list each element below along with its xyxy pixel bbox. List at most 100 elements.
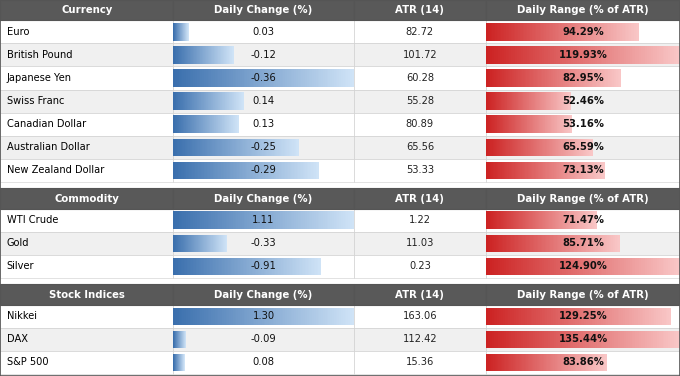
Bar <box>210 92 211 110</box>
Bar <box>581 308 583 325</box>
Bar <box>545 138 547 156</box>
Bar <box>564 308 566 325</box>
Bar <box>600 331 603 348</box>
Bar <box>525 308 527 325</box>
Bar <box>258 211 260 229</box>
Bar <box>243 138 245 156</box>
Bar <box>316 211 318 229</box>
Bar <box>297 138 299 156</box>
Bar <box>215 308 217 325</box>
Bar <box>231 46 232 64</box>
Bar <box>198 92 199 110</box>
Bar <box>563 162 564 179</box>
Bar <box>299 162 300 179</box>
Bar <box>225 46 226 64</box>
Bar <box>543 115 544 133</box>
Bar <box>499 308 501 325</box>
Bar <box>488 258 490 275</box>
Bar <box>295 162 297 179</box>
Bar <box>209 115 210 133</box>
Bar <box>507 138 508 156</box>
Bar <box>541 92 542 110</box>
Bar <box>490 138 491 156</box>
Bar <box>526 138 528 156</box>
Bar <box>281 138 283 156</box>
Bar <box>294 69 296 87</box>
Bar <box>521 92 522 110</box>
Bar <box>325 69 327 87</box>
Bar <box>203 115 204 133</box>
Bar <box>529 258 531 275</box>
Bar <box>531 331 533 348</box>
Bar <box>265 162 267 179</box>
Bar <box>207 162 209 179</box>
Bar <box>558 115 559 133</box>
Bar <box>549 92 551 110</box>
Bar <box>206 46 207 64</box>
Bar <box>647 308 649 325</box>
Bar <box>248 162 250 179</box>
Bar <box>530 235 532 252</box>
Bar <box>544 211 545 229</box>
Bar <box>217 115 218 133</box>
Bar <box>207 115 208 133</box>
Bar <box>569 308 572 325</box>
Bar <box>581 235 582 252</box>
Bar <box>534 354 536 371</box>
Bar <box>500 331 502 348</box>
Bar <box>538 235 540 252</box>
Bar <box>517 92 518 110</box>
Text: 53.16%: 53.16% <box>562 119 604 129</box>
Bar <box>204 211 206 229</box>
Bar <box>512 23 514 41</box>
Bar <box>256 258 258 275</box>
Bar <box>184 115 186 133</box>
Bar <box>207 46 209 64</box>
Bar <box>273 69 275 87</box>
Text: 0.23: 0.23 <box>409 261 431 271</box>
Bar <box>325 211 327 229</box>
Bar <box>202 138 204 156</box>
Bar <box>547 69 548 87</box>
Bar <box>558 331 560 348</box>
Bar <box>494 138 495 156</box>
Bar <box>202 46 203 64</box>
Bar <box>514 92 515 110</box>
Bar <box>624 258 626 275</box>
Bar <box>594 354 596 371</box>
Bar <box>275 162 277 179</box>
Bar <box>506 23 508 41</box>
Bar <box>309 211 311 229</box>
Bar <box>549 235 550 252</box>
Bar <box>525 69 527 87</box>
Bar <box>297 258 299 275</box>
Bar <box>516 138 517 156</box>
Bar <box>554 162 555 179</box>
Bar <box>583 138 584 156</box>
Bar <box>598 235 600 252</box>
Bar <box>505 308 507 325</box>
Bar <box>530 211 531 229</box>
Bar <box>617 235 618 252</box>
Bar <box>490 115 491 133</box>
Bar <box>503 92 505 110</box>
Bar <box>534 211 535 229</box>
Bar <box>191 138 192 156</box>
Bar <box>577 69 579 87</box>
Bar <box>570 162 572 179</box>
Bar <box>541 331 543 348</box>
Bar <box>664 331 667 348</box>
Bar <box>284 211 286 229</box>
Bar <box>520 162 522 179</box>
Bar <box>591 331 593 348</box>
Bar <box>610 46 613 64</box>
Bar <box>594 211 595 229</box>
Bar <box>211 46 212 64</box>
Bar <box>309 308 311 325</box>
Bar <box>346 211 349 229</box>
Bar <box>190 69 192 87</box>
Bar <box>517 115 518 133</box>
Bar <box>575 211 577 229</box>
Bar <box>507 92 509 110</box>
Bar <box>486 20 680 43</box>
